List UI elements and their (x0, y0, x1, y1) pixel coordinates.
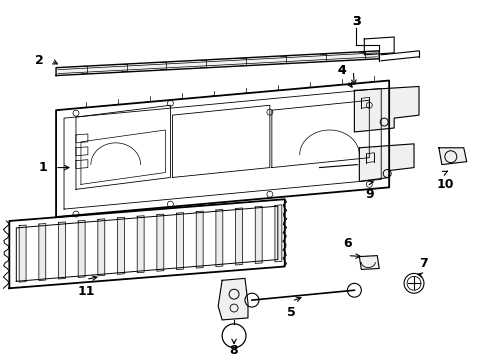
Polygon shape (359, 256, 379, 270)
Text: 2: 2 (35, 54, 43, 67)
Text: 11: 11 (77, 285, 95, 298)
Text: 7: 7 (419, 257, 427, 270)
Polygon shape (196, 211, 203, 268)
Polygon shape (78, 220, 85, 278)
Polygon shape (39, 224, 46, 280)
Text: 5: 5 (287, 306, 296, 319)
Polygon shape (56, 51, 379, 76)
Polygon shape (438, 148, 466, 165)
Polygon shape (59, 222, 65, 279)
Polygon shape (216, 210, 223, 266)
Polygon shape (157, 214, 163, 271)
Text: 6: 6 (343, 237, 351, 250)
Polygon shape (235, 208, 242, 265)
Polygon shape (274, 205, 281, 262)
Text: 1: 1 (39, 161, 47, 174)
Polygon shape (354, 86, 418, 132)
Text: 4: 4 (336, 64, 345, 77)
Text: 3: 3 (351, 15, 360, 28)
Text: 9: 9 (364, 188, 373, 201)
Polygon shape (137, 216, 144, 273)
Text: 3: 3 (351, 15, 360, 28)
Polygon shape (218, 278, 247, 320)
Polygon shape (19, 225, 26, 282)
Polygon shape (176, 213, 183, 270)
Polygon shape (98, 219, 104, 276)
Text: 10: 10 (435, 178, 453, 191)
Polygon shape (117, 217, 124, 274)
Polygon shape (255, 206, 262, 264)
Text: 4: 4 (336, 64, 345, 77)
Text: 8: 8 (229, 344, 238, 357)
Polygon shape (359, 144, 413, 181)
